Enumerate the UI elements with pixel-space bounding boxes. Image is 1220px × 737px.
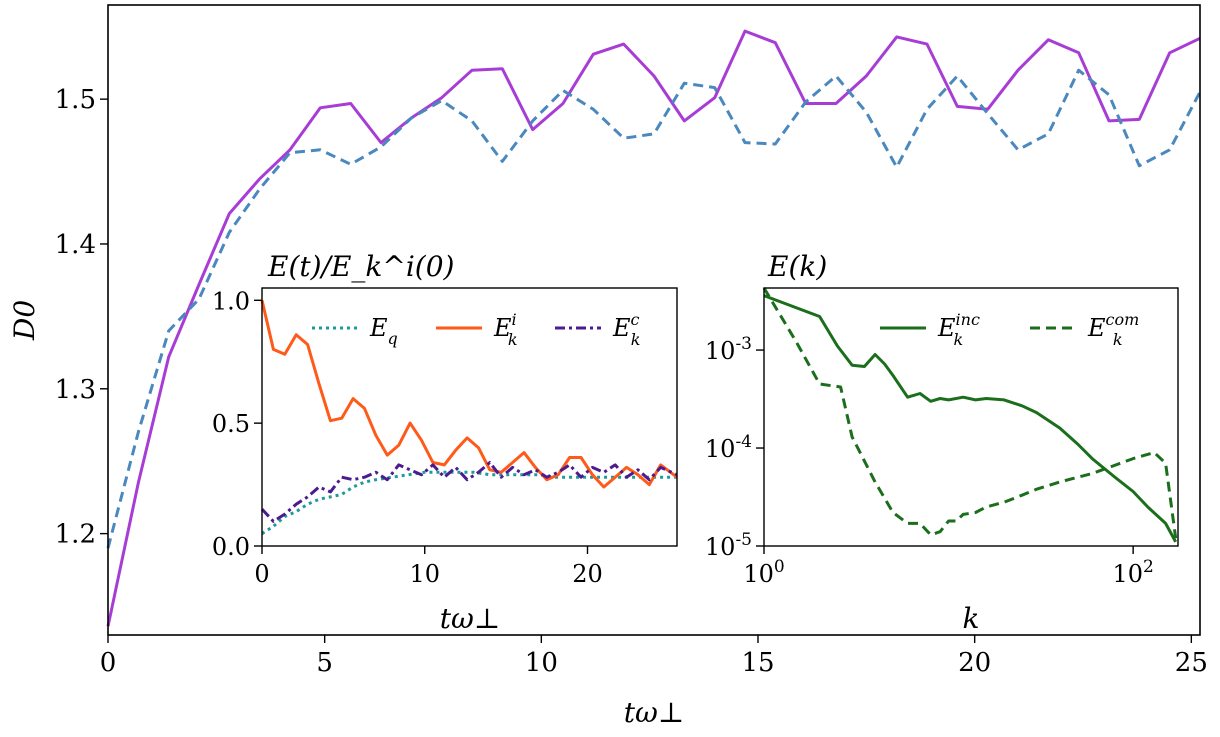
main-ytick-label-1: 1.3 bbox=[55, 375, 96, 405]
main-xtick-label-4: 20 bbox=[958, 648, 991, 678]
main-xlabel: tω⊥ bbox=[624, 696, 684, 729]
inset-left: 0 10 20 0.0 0.5 1.0 Eq Ei k Ec k E(t)/E_k^i(0) tω… bbox=[212, 250, 678, 635]
inset-left-xtick-label-1: 10 bbox=[409, 560, 440, 588]
inset-right-ytick-label-1: 10-4 bbox=[705, 432, 752, 463]
legend-label-0: Eq bbox=[369, 314, 398, 348]
inset-left-xtick-label-0: 0 bbox=[254, 560, 269, 588]
inset-right-xlabel: k bbox=[963, 602, 980, 635]
inset-left-xlabel: tω⊥ bbox=[440, 602, 500, 635]
main-ytick-label-3: 1.5 bbox=[55, 85, 96, 115]
main-ytick-label-0: 1.2 bbox=[55, 520, 96, 550]
inset-left-series-2-line bbox=[260, 299, 678, 489]
legend-label-1: Ei k bbox=[493, 310, 518, 349]
main-xtick-label-1: 5 bbox=[316, 648, 333, 678]
main-series-1-line bbox=[106, 29, 1201, 627]
inset-left-ytick-label-0: 0.0 bbox=[212, 533, 250, 561]
inset-left-ytick-label-2: 1.0 bbox=[212, 287, 250, 315]
inset-left-frame bbox=[261, 287, 678, 547]
main-ytick-label-2: 1.4 bbox=[55, 230, 96, 260]
inset-left-title: E(t)/E_k^i(0) bbox=[267, 250, 454, 283]
inset-right-title: E(k) bbox=[767, 250, 827, 283]
main-axes: 0 5 10 15 20 25 1.2 1.3 1.4 1.5 tω⊥ D0 bbox=[8, 4, 1208, 729]
inset-right-ytick-label-0: 10-5 bbox=[705, 530, 752, 561]
inset-right-series-2-line bbox=[762, 287, 1178, 539]
legend-label-2: Ec k bbox=[612, 310, 640, 349]
inset-left-series-3-line bbox=[260, 461, 678, 523]
main-xtick-label-0: 0 bbox=[100, 648, 117, 678]
inset-left-ytick-label-1: 0.5 bbox=[212, 410, 250, 438]
inset-right-xtick-label-1: 102 bbox=[1112, 557, 1153, 588]
inset-right-series-1-line bbox=[763, 294, 1178, 543]
legend-label-0: Einc k bbox=[937, 310, 980, 349]
main-xtick-label-2: 10 bbox=[525, 648, 558, 678]
inset-right-xtick-label-0: 100 bbox=[743, 557, 784, 588]
main-xtick-label-5: 25 bbox=[1175, 648, 1208, 678]
inset-right: 100 102 10-5 10-4 10-3 Einc k Ecom k E(k) k bbox=[705, 250, 1179, 635]
main-ylabel: D0 bbox=[8, 300, 41, 341]
inset-left-xtick-label-2: 20 bbox=[572, 560, 603, 588]
main-xtick-label-3: 15 bbox=[741, 648, 774, 678]
inset-left-legend: Eq Ei k Ec k bbox=[312, 310, 640, 349]
inset-right-frame bbox=[763, 287, 1179, 547]
main-frame bbox=[107, 4, 1201, 636]
inset-right-legend: Einc k Ecom k bbox=[880, 310, 1139, 349]
legend-label-1: Ecom k bbox=[1087, 310, 1139, 349]
inset-right-ytick-label-2: 10-3 bbox=[705, 334, 752, 365]
